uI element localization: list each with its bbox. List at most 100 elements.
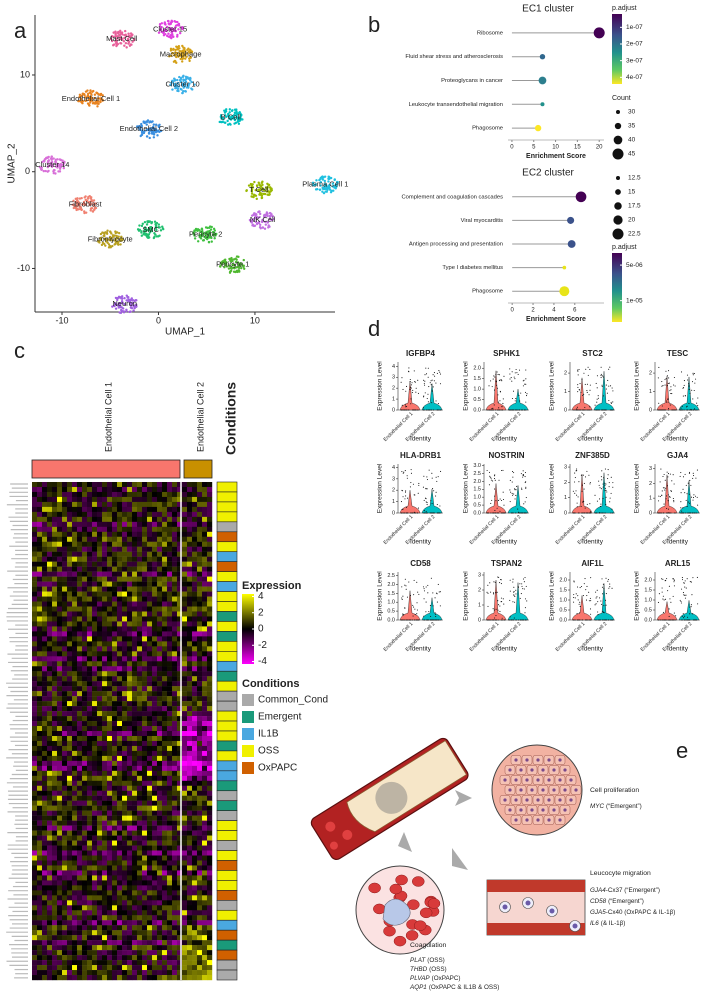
heatmap-cell	[52, 970, 58, 976]
heatmap-cell	[72, 785, 78, 791]
heatmap-cell	[87, 890, 93, 896]
heatmap-cell	[37, 526, 43, 532]
cluster-cell	[267, 224, 270, 227]
heatmap-cell	[112, 631, 118, 637]
heatmap-cell	[62, 915, 68, 921]
heatmap-cell	[112, 955, 118, 961]
heatmap-cell	[77, 666, 83, 672]
heatmap-cell	[72, 571, 78, 577]
heatmap-cell	[152, 970, 158, 976]
heatmap-cell	[127, 636, 133, 642]
heatmap-cell	[162, 880, 168, 886]
heatmap-cell	[77, 606, 83, 612]
heatmap-cell	[192, 551, 198, 557]
heatmap-cell	[42, 855, 48, 861]
heatmap-cell	[202, 706, 208, 712]
heatmap-cell	[67, 716, 73, 722]
cluster-cell	[198, 235, 201, 239]
heatmap-cell	[127, 626, 133, 632]
heatmap-cell	[72, 735, 78, 742]
heatmap-cell	[187, 701, 193, 707]
heatmap-cell	[52, 915, 58, 921]
heatmap-cell	[62, 521, 68, 528]
heatmap-cell	[42, 591, 48, 597]
heatmap-cell	[187, 880, 193, 886]
cluster-cell	[80, 97, 83, 101]
cluster-cell	[319, 184, 322, 187]
heatmap-cell	[142, 810, 148, 816]
cluster-cell	[75, 200, 78, 203]
heatmap-cell	[122, 586, 128, 592]
heatmap-cell	[137, 735, 143, 742]
heatmap-cell	[187, 596, 193, 602]
heatmap-cell	[67, 666, 73, 672]
cluster-cell	[89, 89, 92, 92]
heatmap-cell	[172, 810, 178, 816]
heatmap-cell	[47, 491, 53, 498]
heatmap-cell	[202, 970, 208, 976]
heatmap-cell	[112, 606, 118, 612]
heatmap-cell	[197, 910, 203, 916]
heatmap-cell	[72, 706, 78, 712]
heatmap-cell	[202, 820, 208, 826]
heatmap-cell	[42, 780, 48, 786]
heatmap-cell	[187, 745, 193, 752]
heatmap-cell	[92, 870, 98, 876]
heatmap-cell	[37, 855, 43, 861]
heatmap-cell	[82, 621, 88, 627]
heatmap-cell	[127, 621, 133, 627]
heatmap-cell	[117, 581, 123, 587]
heatmap-cell	[187, 805, 193, 811]
heatmap-cell	[182, 611, 188, 617]
category-label: Proteoglycans in cancer	[441, 78, 503, 84]
heatmap-cell	[92, 721, 98, 727]
heatmap-cell	[32, 526, 38, 532]
heatmap-cell	[207, 865, 213, 871]
cluster-cell	[57, 170, 60, 173]
heatmap-cell	[67, 915, 73, 921]
heatmap-cell	[192, 641, 198, 647]
cluster-cell	[189, 56, 193, 59]
heatmap-cell	[152, 536, 158, 542]
heatmap-cell	[77, 671, 83, 677]
size-legend-label: 40	[628, 137, 636, 144]
cluster-cell	[148, 231, 152, 234]
cluster-cell	[177, 46, 180, 50]
heatmap-cell	[87, 835, 93, 841]
heatmap-cell	[172, 765, 178, 772]
heatmap-cell	[147, 740, 153, 747]
heatmap-cell	[197, 586, 203, 592]
heatmap-cell	[152, 930, 158, 936]
heatmap-cell	[202, 676, 208, 682]
heatmap-cell	[122, 506, 128, 513]
heatmap-cell	[147, 920, 153, 926]
heatmap-cell	[187, 830, 193, 836]
heatmap-cell	[182, 860, 188, 866]
heatmap-cell	[102, 805, 108, 811]
heatmap-cell	[202, 611, 208, 617]
heatmap-cell	[102, 840, 108, 846]
heatmap-cell	[147, 915, 153, 921]
cluster-cell	[245, 189, 248, 193]
heatmap-cell	[202, 765, 208, 772]
heatmap-cell	[117, 551, 123, 557]
cluster-cell	[138, 224, 141, 227]
heatmap-cell	[32, 541, 38, 547]
cluster-cell	[157, 223, 161, 226]
heatmap-cell	[42, 482, 48, 488]
heatmap-cell	[82, 795, 88, 801]
heatmap-cell	[32, 755, 38, 762]
heatmap-cell	[62, 830, 68, 836]
cluster-cell	[174, 48, 177, 52]
heatmap-cell	[192, 770, 198, 777]
heatmap-cell	[47, 750, 53, 757]
heatmap-cell	[112, 775, 118, 781]
heatmap-cell	[182, 890, 188, 896]
heatmap-cell	[32, 631, 38, 637]
heatmap-cell	[137, 501, 143, 508]
heatmap-cell	[187, 506, 193, 513]
heatmap-cell	[62, 810, 68, 816]
heatmap-cell	[72, 795, 78, 801]
heatmap-cell	[67, 641, 73, 647]
heatmap-cell	[52, 845, 58, 851]
